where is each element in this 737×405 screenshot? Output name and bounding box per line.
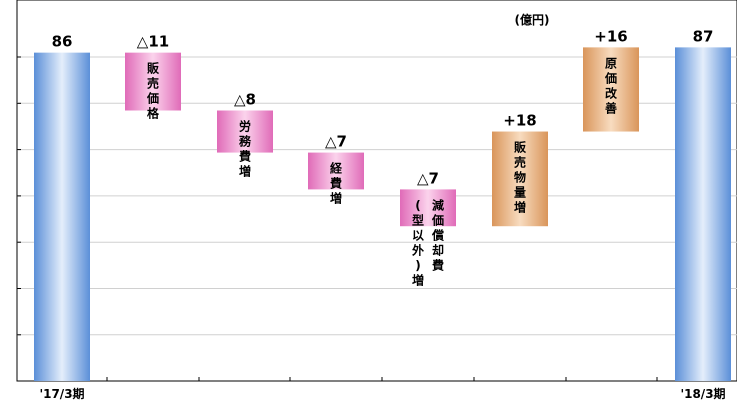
bar-inside-label: (型以外)増 [412,198,424,287]
unit-note: (億円) [515,12,550,27]
bar-value-label: 86 [52,33,73,51]
bar-inside-label: 労務費増 [239,119,252,179]
bar-value-label: △8 [234,91,256,109]
bar-1 [125,52,181,111]
bar-value-label: +18 [503,112,536,130]
bar-4 [400,189,456,227]
bar-value-label: +16 [594,27,627,45]
bar-value-label: 87 [693,27,714,45]
bar-0 [34,52,90,381]
bar-value-label: △7 [417,169,439,187]
bar-inside-label: 販売価格 [146,61,160,121]
bar-inside-label: 販売物量増 [514,140,527,215]
bar-3 [308,152,364,190]
bar-7 [675,47,731,381]
bar-value-label: △11 [137,33,169,51]
x-axis-label: '17/3期 [39,386,84,401]
bar-2 [217,110,273,153]
bar-5 [492,131,548,227]
bar-inside-label: 経費増 [330,161,343,206]
bar-inside-label: 原価改善 [604,56,618,115]
bar-inside-label: 減価償却費 [431,197,445,272]
bar-value-label: △7 [325,133,347,151]
x-axis-label: '18/3期 [680,386,725,401]
bar-6 [583,47,639,132]
